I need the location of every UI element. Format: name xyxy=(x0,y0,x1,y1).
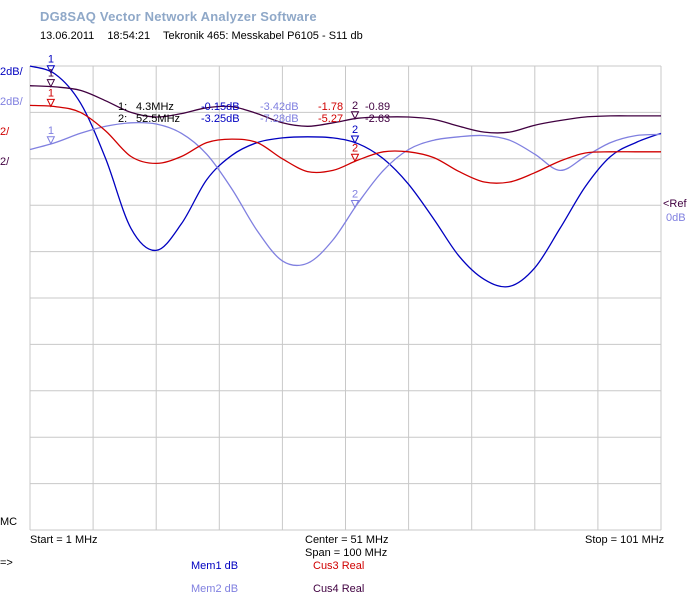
arrow-label: => xyxy=(0,557,13,569)
marker-readout-freq: 4.3MHz xyxy=(136,101,174,113)
marker-triangle xyxy=(350,135,360,145)
legend-mem1[interactable]: Mem1 dB xyxy=(191,560,239,572)
scale-label-mem1: 2dB/ xyxy=(0,66,23,78)
marker-triangle xyxy=(46,136,56,145)
marker-triangle xyxy=(46,65,56,74)
marker-readout-v4: -2.63 xyxy=(365,113,390,125)
description-label: Tekronik 465: Messkabel P6105 - S11 db xyxy=(163,30,363,42)
span-label: Span = 100 MHz xyxy=(305,547,388,559)
marker-readout-v3: -1.78 xyxy=(318,101,343,113)
marker-number: 1 xyxy=(48,54,54,66)
ref-label: <Ref xyxy=(663,198,687,210)
marker-readout-id: 2: xyxy=(118,113,127,125)
date-label: 13.06.2011 xyxy=(40,30,95,42)
marker-triangle xyxy=(46,79,56,88)
scale-label-mem2: 2dB/ xyxy=(0,96,23,108)
stop-label: Stop = 101 MHz xyxy=(585,534,665,546)
marker-triangle xyxy=(46,98,56,108)
marker-readout-v2: -3.42dB xyxy=(260,101,299,113)
marker-number: 2 xyxy=(352,189,358,201)
marker-readout-freq: 52.5MHz xyxy=(136,113,180,125)
marker-number: 1 xyxy=(48,87,54,99)
marker-triangle xyxy=(350,153,360,163)
marker-triangle xyxy=(350,111,360,120)
scale-label-cus3: 2/ xyxy=(0,126,10,138)
mc-label: MC xyxy=(0,516,18,528)
legend-mem2[interactable]: Mem2 dB xyxy=(191,583,239,595)
center-label: Center = 51 MHz xyxy=(305,534,389,546)
marker-readout-v4: -0.89 xyxy=(365,101,390,113)
trace-cus4-real xyxy=(29,85,661,134)
marker-number: 1 xyxy=(48,68,54,80)
marker-readout-id: 1: xyxy=(118,101,127,113)
grid xyxy=(29,65,662,531)
marker-number: 2 xyxy=(352,124,358,136)
marker-number: 2 xyxy=(352,142,358,154)
marker-table: 1: 4.3MHz -0.15dB -3.42dB -1.78 -0.89 2: 52.5MH… xyxy=(118,101,390,125)
scale-label-cus4: 2/ xyxy=(0,156,10,168)
marker-number: 2 xyxy=(352,100,358,112)
time-label: 18:54:21 xyxy=(107,30,151,42)
trace-mem1-db xyxy=(29,65,662,288)
marker-readout-v3: -5.27 xyxy=(318,113,343,125)
marker-triangle xyxy=(350,200,360,209)
marker-readout-v1: -0.15dB xyxy=(201,101,240,113)
info-line: 13.06.2011 18:54:21 Tekronik 465: Messka… xyxy=(40,30,373,42)
start-label: Start = 1 MHz xyxy=(30,534,98,546)
marker-readout-v1: -3.25dB xyxy=(201,113,240,125)
trace-mem2-db xyxy=(29,121,662,267)
traces xyxy=(29,65,662,288)
legend-cus3[interactable]: Cus3 Real xyxy=(313,560,365,572)
markers: 1 2 1 2 1 2 1 2 xyxy=(46,54,360,209)
marker-number: 1 xyxy=(48,125,54,137)
marker-readout-v2: -7.28dB xyxy=(260,113,299,125)
ref-value: 0dB xyxy=(666,212,686,224)
trace-cus3-real xyxy=(29,104,661,184)
legend-cus4[interactable]: Cus4 Real xyxy=(313,583,365,595)
app-title: DG8SAQ Vector Network Analyzer Software xyxy=(40,9,317,24)
